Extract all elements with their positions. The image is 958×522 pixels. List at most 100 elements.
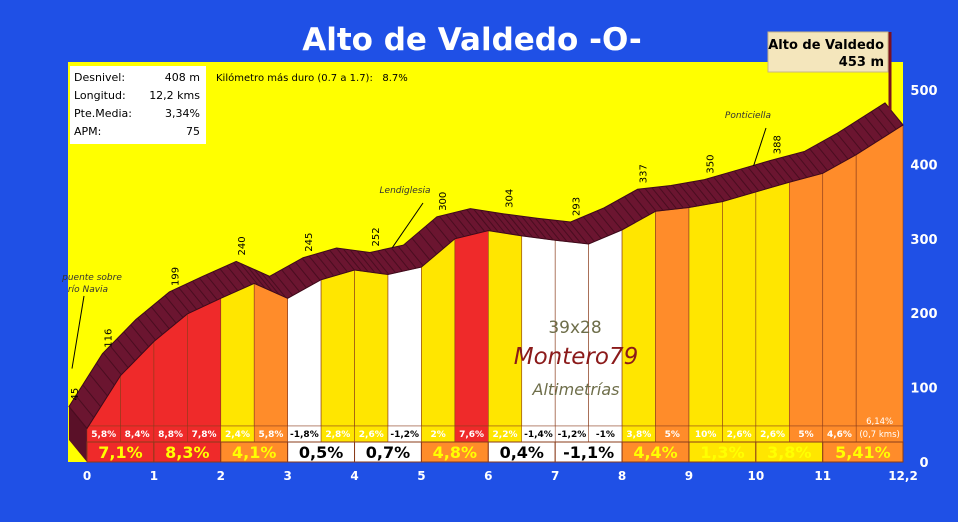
profile-hatch-12	[150, 306, 170, 330]
stat-label-3: APM:	[74, 125, 101, 138]
y-tick-label-0: 0	[919, 456, 928, 471]
grade-label-14: -1,2%	[558, 430, 587, 440]
profile-hatch-106	[795, 153, 815, 177]
profile-side-face	[69, 406, 87, 462]
profile-hatch-83	[637, 188, 657, 212]
profile-hatch-5	[102, 352, 122, 376]
x-tick-label-11: 11	[814, 469, 831, 483]
profile-hatch-18	[192, 280, 211, 304]
profile-hatch-64	[507, 214, 527, 237]
profile-hatch-101	[761, 162, 780, 186]
altitude-label-0: 45	[70, 388, 81, 401]
profile-hatch-67	[528, 216, 547, 240]
profile-hatch-81	[624, 196, 643, 219]
annotation-1: Lendiglesia	[380, 186, 431, 196]
profile-hatch-25	[240, 262, 259, 286]
grade-bar-23	[855, 124, 904, 427]
summit-box: Alto de Valdedo 453 m	[767, 31, 892, 110]
stat-label-1: Longitud:	[74, 89, 126, 102]
summit-name: Alto de Valdedo	[768, 38, 884, 53]
grade-label-8: 2,6%	[359, 430, 384, 440]
profile-hatch-94	[713, 176, 732, 200]
profile-hatch-34	[301, 257, 321, 281]
grade-bar-19	[722, 191, 757, 427]
km-average-1: 8,3%	[165, 443, 209, 462]
km-average-6: 0,4%	[500, 443, 544, 462]
grade-bar-7	[320, 269, 355, 427]
profile-hatch-104	[781, 157, 801, 180]
grade-label-3: 7,8%	[192, 430, 217, 440]
y-tick-label-1: 100	[910, 382, 937, 397]
profile-hatch-44	[370, 252, 390, 275]
profile-hatch-7	[116, 338, 136, 362]
profile-hatch-72	[562, 220, 582, 244]
profile-hatch-50	[411, 237, 431, 261]
profile-hatch-27	[253, 269, 273, 292]
km-average-4: 0,7%	[366, 443, 410, 462]
y-tick-label-2: 200	[910, 307, 937, 322]
annotation-0-line2: río Navia	[68, 285, 108, 295]
profile-hatch-115	[857, 120, 876, 143]
profile-hatch-8	[123, 331, 143, 355]
grade-label-0: 5,8%	[91, 430, 116, 440]
y-tick-label-3: 300	[910, 233, 937, 248]
profile-hatch-113	[843, 128, 863, 152]
profile-hatch-35	[308, 255, 328, 279]
grade-label-22: 4,6%	[827, 430, 852, 440]
grade-label-15: -1%	[596, 430, 615, 440]
profile-hatch-22	[219, 268, 239, 292]
profile-hatch-54	[438, 215, 458, 239]
profile-hatch-119	[884, 102, 904, 126]
profile-hatch-19	[198, 277, 218, 301]
profile-hatch-84	[644, 188, 664, 211]
profile-hatch-61	[486, 210, 506, 234]
profile-hatch-17	[185, 284, 204, 307]
profile-hatch-55	[445, 214, 465, 237]
x-tick-label-8: 8	[618, 469, 626, 483]
profile-hatch-53	[432, 220, 451, 243]
profile-hatch-52	[425, 226, 444, 249]
stat-value-1: 12,2 kms	[149, 89, 200, 102]
profile-hatch-88	[672, 184, 691, 208]
profile-hatch-86	[658, 186, 678, 210]
grade-label-17: 5%	[665, 430, 680, 440]
annotation-pointer-1	[391, 202, 424, 248]
profile-hatch-14	[164, 295, 184, 318]
profile-hatch-68	[534, 217, 554, 241]
stats-box: Desnivel: 408 m Longitud: 12,2 kms Pte.M…	[70, 66, 206, 144]
profile-hatch-108	[809, 148, 828, 171]
grade-bar-16	[621, 210, 656, 427]
profile-hatch-9	[130, 324, 150, 348]
profile-hatch-51	[418, 231, 438, 255]
grade-bar-21	[788, 172, 824, 427]
profile-hatch-66	[521, 215, 540, 239]
profile-hatch-40	[342, 248, 362, 272]
watermark-line1: 39x28	[548, 318, 601, 338]
grade-label-11: 7,6%	[459, 430, 484, 440]
profile-hatch-47	[390, 247, 410, 271]
km-average-11: 5,41%	[835, 443, 891, 462]
grade-bars	[69, 124, 904, 463]
altitude-label-11: 388	[772, 135, 783, 154]
profile-hatch-77	[596, 210, 616, 234]
grade-bar-22	[822, 154, 857, 427]
km-average-5: 4,8%	[433, 443, 477, 462]
profile-hatch-79	[610, 203, 630, 227]
grade-label-20: 2,6%	[760, 430, 785, 440]
profile-hatch-110	[822, 140, 842, 164]
profile-hatch-105	[788, 155, 808, 178]
profile-hatch-78	[603, 207, 623, 231]
profile-hatch-114	[850, 124, 870, 148]
grade-label-5: 5,8%	[258, 430, 283, 440]
profile-hatch-87	[665, 185, 684, 209]
grade-label-23: 6,14%	[866, 417, 893, 427]
grade-label-2: 8,8%	[158, 430, 183, 440]
profile-hatch-20	[205, 274, 225, 298]
altitude-label-7: 304	[505, 189, 516, 208]
profile-hatch-16	[178, 287, 198, 310]
profile-hatch-65	[514, 214, 534, 238]
profile-hatch-15	[171, 290, 191, 314]
profile-hatch-42	[356, 250, 376, 274]
